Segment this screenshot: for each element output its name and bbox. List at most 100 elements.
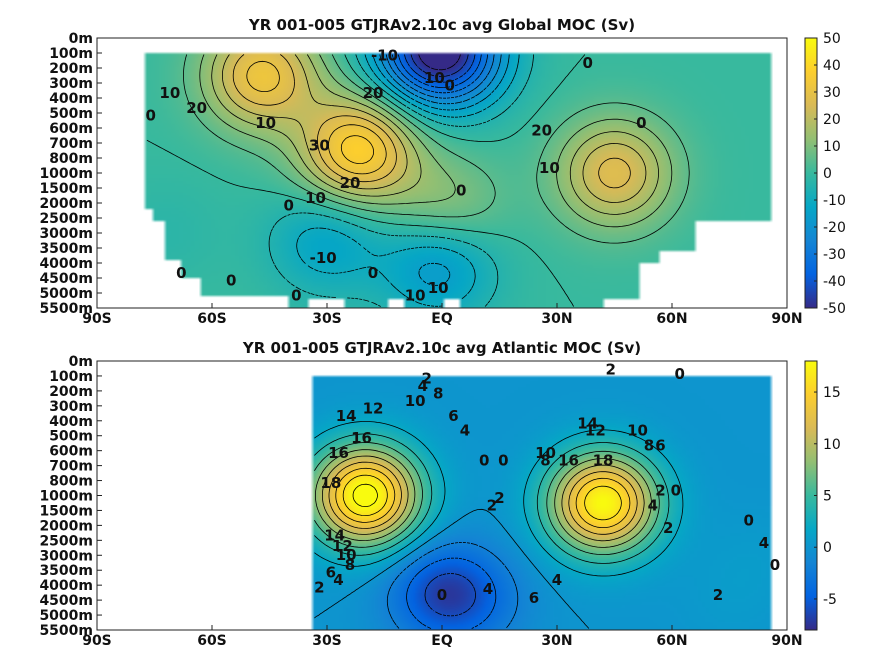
- contour-label: 2: [487, 496, 497, 514]
- contour-level: [328, 461, 638, 535]
- colorbar-tick-label: -40: [823, 274, 846, 290]
- y-tick-label: 100m: [49, 369, 93, 385]
- colorbar-tick-label: 0: [823, 166, 832, 182]
- colorbar-tick-label: -50: [823, 301, 846, 317]
- contour-label: 10: [428, 279, 449, 297]
- contour-level: [183, 54, 690, 244]
- x-tick-label: 60S: [197, 633, 227, 649]
- contour-label: 10: [159, 84, 180, 102]
- x-tick-label: 60S: [197, 311, 227, 327]
- contour-level: [222, 54, 647, 203]
- y-tick-label: 1000m: [39, 166, 93, 182]
- y-tick-label: 2500m: [39, 533, 93, 549]
- x-tick-label: 90N: [771, 633, 802, 649]
- colorbar-tick-label: 10: [823, 437, 841, 453]
- y-tick-label: 600m: [49, 121, 93, 137]
- contour-level: [315, 449, 652, 548]
- contour-level: [424, 573, 476, 617]
- x-tick-label: 30S: [312, 311, 342, 327]
- contour-label: 14: [336, 407, 357, 425]
- contour-label: 6: [448, 407, 458, 425]
- colorbar-tick-label: 5: [823, 489, 832, 505]
- y-tick-label: 2000m: [39, 196, 93, 212]
- x-tick-label: 90S: [82, 311, 112, 327]
- contour-label: 2: [494, 489, 504, 507]
- x-tick-label: 30N: [541, 311, 572, 327]
- contour-level: [314, 442, 660, 555]
- x-tick-label: EQ: [431, 311, 453, 327]
- contour-label: 10: [627, 422, 648, 440]
- contour-level: [146, 54, 586, 307]
- contour-label: 0: [444, 77, 454, 95]
- contour-label: 18: [320, 474, 341, 492]
- contour-label: 12: [332, 537, 353, 555]
- contour-label: 0: [636, 114, 646, 132]
- contour-label: 0: [145, 107, 155, 125]
- y-tick-label: 4500m: [39, 593, 93, 609]
- y-tick-label: 700m: [49, 136, 93, 152]
- y-tick-label: 800m: [49, 151, 93, 167]
- contour-label: 8: [540, 452, 550, 470]
- contour-label: 0: [456, 182, 466, 200]
- contour-label: 0: [226, 272, 236, 290]
- contour-label: 4: [648, 496, 658, 514]
- colorbar-tick-label: 15: [823, 385, 841, 401]
- y-tick-label: 4500m: [39, 271, 93, 287]
- colorbar-tick-label: -20: [823, 220, 846, 236]
- contour-label: 0: [582, 54, 592, 72]
- y-tick-label: 0m: [69, 31, 93, 47]
- contour-label: 2: [663, 519, 673, 537]
- moc-field-image: [97, 361, 787, 630]
- y-tick-label: 2000m: [39, 518, 93, 534]
- x-tick-label: 90S: [82, 633, 112, 649]
- colorbar-tick-label: 20: [823, 112, 841, 128]
- contour-label: 16: [328, 444, 349, 462]
- contour-level: [335, 467, 631, 528]
- colorbar-tick-label: -10: [823, 193, 846, 209]
- contour-level: [352, 483, 378, 507]
- contour-label: 20: [340, 174, 361, 192]
- y-tick-label: 200m: [49, 384, 93, 400]
- contour-label: 10: [336, 546, 357, 564]
- contour-label: 0: [743, 511, 753, 529]
- chart-title: YR 001-005 GTJRAv2.10c avg Atlantic MOC …: [242, 339, 641, 357]
- contour-level: [199, 54, 673, 228]
- y-tick-label: 4000m: [39, 578, 93, 594]
- contour-level: [386, 542, 519, 629]
- contour-label: 0: [291, 287, 301, 305]
- contour-level: [296, 54, 520, 307]
- contour-level: [372, 54, 510, 286]
- contour-level: [391, 54, 488, 94]
- contour-label: 0: [479, 452, 489, 470]
- y-tick-label: 500m: [49, 106, 93, 122]
- y-tick-label: 5000m: [39, 286, 93, 302]
- contour-label: 18: [593, 452, 614, 470]
- contour-label: 10: [405, 392, 426, 410]
- y-tick-label: 3000m: [39, 226, 93, 242]
- contour-label: 2: [655, 482, 665, 500]
- y-tick-label: 0m: [69, 354, 93, 370]
- contour-label: 10: [305, 189, 326, 207]
- moc-panel-atlantic: YR 001-005 GTJRAv2.10c avg Atlantic MOC …: [39, 339, 840, 649]
- y-tick-label: 700m: [49, 459, 93, 475]
- moc-panel-global: YR 001-005 GTJRAv2.10c avg Global MOC (S…: [39, 16, 845, 327]
- contour-label: 16: [351, 429, 372, 447]
- y-tick-label: 3000m: [39, 548, 93, 564]
- contour-level: [385, 54, 495, 99]
- contour-level: [342, 474, 622, 521]
- contour-label: 8: [345, 556, 355, 574]
- contour-label: 6: [529, 589, 539, 607]
- contour-label: 4: [759, 534, 769, 552]
- contour-lines: [146, 54, 690, 307]
- contour-level: [406, 557, 497, 629]
- x-tick-label: EQ: [431, 633, 453, 649]
- y-tick-label: 500m: [49, 429, 93, 445]
- y-tick-label: 5000m: [39, 608, 93, 624]
- contour-label: 14: [324, 526, 345, 544]
- contour-label: 4: [483, 580, 493, 598]
- contour-level: [246, 60, 387, 175]
- y-tick-label: 400m: [49, 414, 93, 430]
- contour-label: 20: [531, 122, 552, 140]
